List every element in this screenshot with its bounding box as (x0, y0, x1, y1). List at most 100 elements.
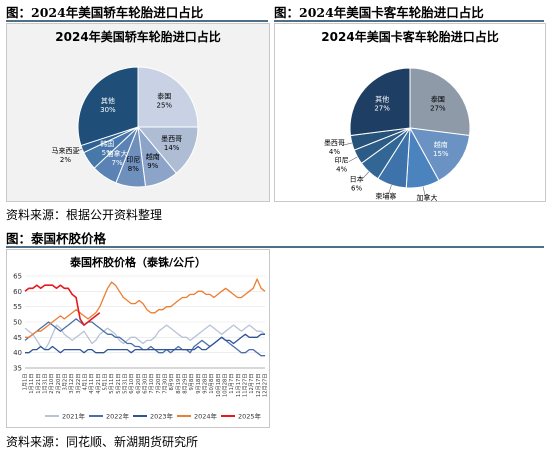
x-tick-label: 1月21日 (35, 374, 42, 394)
pie-label-value: 4% (329, 148, 340, 156)
pie-label-category: 墨西哥 (161, 135, 182, 143)
series-line-2024年 (25, 278, 266, 338)
x-tick-label: 9月28日 (202, 374, 209, 394)
x-tick-label: 8月9日 (168, 374, 175, 391)
series-line-2023年 (25, 333, 265, 354)
x-tick-label: 7月20日 (155, 374, 162, 394)
pie-label-category: 其他 (375, 94, 389, 103)
legend-label: 2024年 (194, 412, 218, 421)
pie-leader-line (342, 142, 352, 146)
pie-label-value: 30% (100, 106, 116, 114)
pie-slice-其他 (349, 67, 411, 137)
y-tick-label: 45 (13, 334, 22, 342)
fig2-rule (274, 20, 544, 22)
line-xticks: 1月1日 1月11日 1月21日 1月31日 2月10日 2月20日 3月2日 3月12日 3月… (22, 374, 269, 398)
pie-label-category: 韩国 (100, 139, 114, 148)
x-tick-label: 4月21日 (95, 374, 102, 394)
pie-leader-line (422, 186, 426, 197)
x-tick-label: 9月8日 (188, 374, 195, 391)
x-tick-label: 12月17日 (255, 374, 262, 398)
x-tick-label: 4月1日 (82, 374, 89, 391)
x-tick-label: 8月29日 (182, 374, 189, 394)
pie-label-value: 2% (60, 156, 71, 164)
pie-label-category: 柬埔寨 (375, 191, 396, 200)
fig3-rule (6, 246, 544, 248)
pie-leader-line (361, 171, 370, 180)
x-tick-label: 2月20日 (55, 374, 62, 394)
line-title: 泰国杯胶价格（泰铢/公斤） (69, 255, 206, 269)
pie-slice-越南 (409, 127, 471, 182)
y-tick-label: 55 (13, 303, 22, 311)
pie-label-value: 6% (351, 184, 362, 192)
pie2-title: 2024年美国卡客车轮胎进口占比 (321, 29, 498, 44)
pie1-slices (77, 66, 199, 188)
x-tick-label: 3月2日 (62, 374, 69, 391)
x-tick-label: 3月22日 (75, 374, 82, 394)
x-tick-label: 12月7日 (248, 374, 255, 394)
x-tick-label: 11月17日 (235, 374, 242, 398)
source-note-2: 资料来源：同花顺、新湖期货研究所 (6, 435, 199, 449)
fig3-caption: 图：泰国杯胶价格 (6, 231, 107, 246)
pie-slice-墨西哥 (136, 126, 199, 174)
pie-label-category: 印尼 (335, 157, 349, 165)
x-tick-label: 5月11日 (108, 374, 115, 394)
pie-label-category: 越南 (146, 152, 160, 161)
x-tick-label: 10月18日 (215, 374, 222, 398)
y-tick-label: 35 (13, 365, 22, 373)
pie-label-value: 27% (430, 104, 446, 112)
pie2-slices (349, 67, 471, 189)
x-tick-label: 3月12日 (68, 374, 75, 394)
x-tick-label: 1月31日 (42, 374, 49, 394)
x-tick-label: 5月31日 (122, 374, 129, 394)
fig2-caption: 图：2024年美国卡客车轮胎进口占比 (274, 5, 484, 20)
fig1-caption: 图：2024年美国轿车轮胎进口占比 (6, 5, 204, 20)
pie-label-value: 4% (336, 166, 347, 174)
y-tick-label: 50 (13, 319, 22, 327)
x-tick-label: 8月19日 (175, 374, 182, 394)
pie2-chart: 2024年美国卡客车轮胎进口占比 泰国27%越南15%加拿大9%柬埔寨8%日本6… (321, 29, 498, 211)
x-tick-label: 5月1日 (102, 374, 109, 391)
x-tick-label: 9月18日 (195, 374, 202, 394)
pie-label-category: 其他 (101, 96, 115, 105)
pie-label-category: 泰国 (157, 92, 171, 101)
pie2-panel: 2024年美国卡客车轮胎进口占比 泰国27%越南15%加拿大9%柬埔寨8%日本6… (274, 23, 546, 211)
pie-label-value: 8% (128, 165, 139, 173)
x-tick-label: 1月1日 (22, 374, 29, 391)
pie-label-value: 5% (102, 149, 113, 157)
pie-leader-line (72, 148, 83, 154)
x-tick-label: 7月10日 (148, 374, 155, 394)
pie-leader-line (388, 184, 392, 195)
x-tick-label: 6月10日 (128, 374, 135, 394)
pie-slice-泰国 (137, 66, 199, 128)
legend-label: 2023年 (150, 412, 174, 421)
series-line-2021年 (24, 324, 266, 351)
pie-label-category: 印尼 (126, 156, 140, 164)
x-tick-label: 5月21日 (115, 374, 122, 394)
line-legend: 2021年 2022年 2023年 2024年 2025年 (45, 412, 262, 421)
pie1-panel: 2024年美国轿车轮胎进口占比 泰国 25% 墨西哥 14% 越南 9% 印尼 8% 加拿大 7%… (6, 23, 270, 202)
x-tick-label: 11月7日 (228, 374, 235, 394)
legend-label: 2025年 (238, 412, 262, 421)
pie-label-value: 7% (112, 159, 123, 167)
y-tick-label: 65 (13, 273, 22, 281)
x-tick-label: 11月27日 (242, 374, 249, 398)
pie-label-value: 25% (157, 102, 173, 110)
y-tick-label: 40 (13, 349, 22, 357)
pie-label-category: 日本 (350, 174, 364, 183)
pie-label-category: 加拿大 (417, 193, 438, 201)
pie-label-value: 27% (374, 104, 390, 112)
x-tick-label: 2月10日 (48, 374, 55, 394)
legend-label: 2021年 (62, 412, 86, 421)
pie-label-category: 越南 (434, 140, 448, 149)
pie-label-category: 加拿大 (107, 149, 128, 158)
x-tick-label: 6月20日 (135, 374, 142, 394)
x-tick-label: 7月30日 (162, 374, 169, 394)
x-tick-label: 1月11日 (28, 374, 35, 394)
pie-label-value: 9% (147, 162, 158, 170)
x-tick-label: 10月8日 (208, 374, 215, 394)
line-series (24, 278, 266, 357)
x-tick-label: 12月27日 (262, 374, 269, 398)
